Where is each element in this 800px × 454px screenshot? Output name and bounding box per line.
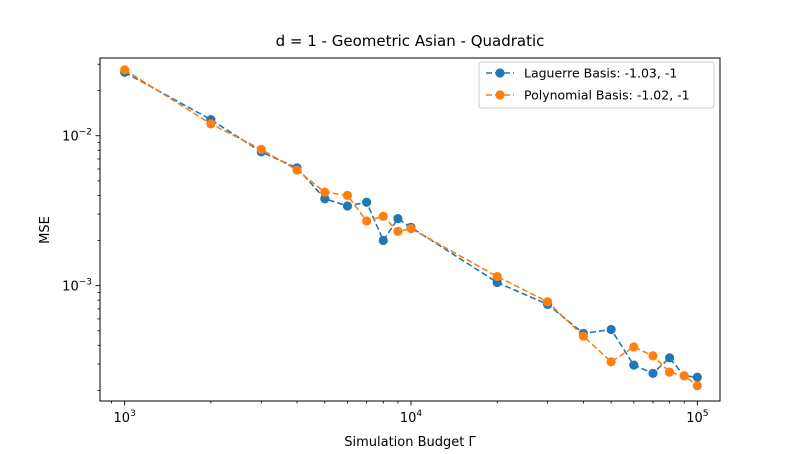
series-2-point (320, 187, 330, 197)
series-2-point (606, 357, 616, 367)
series-1-point (664, 353, 675, 363)
legend-label-1: Laguerre Basis: -1.03, -1 (524, 66, 677, 81)
series-2-point (664, 367, 675, 377)
legend-label-2: Polynomial Basis: -1.02, -1 (524, 88, 690, 103)
series-2-point (362, 216, 372, 226)
series-1-point (362, 197, 372, 207)
series-2-point (120, 65, 130, 75)
legend-marker-1 (495, 68, 505, 78)
series-2-point (393, 226, 403, 237)
series-2-point (292, 165, 302, 175)
series-1-point (393, 214, 403, 224)
series-2-point (648, 351, 658, 361)
series-2-point (256, 144, 266, 155)
x-axis-label: Simulation Budget Γ (344, 435, 476, 450)
y-tick-label: 10−3 (62, 278, 92, 295)
legend-marker-2 (495, 90, 505, 100)
chart-title: d = 1 - Geometric Asian - Quadratic (276, 32, 545, 50)
series-2-point (406, 224, 416, 234)
axes-frame (99, 57, 721, 402)
series-2-point (629, 342, 639, 352)
series-2-point (206, 119, 216, 129)
legend-box (478, 61, 715, 109)
series-1-point (378, 235, 388, 246)
x-tick-label: 104 (400, 409, 423, 426)
series-1-point (342, 201, 353, 211)
series-1-point (692, 372, 702, 382)
x-tick-label: 105 (686, 409, 708, 426)
series-1-point (629, 360, 639, 370)
y-axis-label: MSE (38, 216, 53, 244)
series-2-point (692, 381, 702, 391)
series-1-point (320, 194, 330, 204)
y-tick-label: 10−2 (62, 128, 92, 145)
series-2-point (378, 211, 388, 221)
series-2-point (492, 271, 502, 282)
series-2-point (543, 297, 553, 307)
series-1-point (648, 368, 658, 378)
series-2-point (578, 331, 588, 341)
legend: Laguerre Basis: -1.03, -1 Polynomial Basi… (478, 61, 715, 109)
plot-area: 103 104 105 10−3 10−2 (62, 57, 721, 426)
x-tick-label: 103 (114, 409, 136, 426)
series-2-point (679, 371, 689, 381)
series-1-point (606, 324, 616, 335)
series-2-point (342, 190, 353, 200)
